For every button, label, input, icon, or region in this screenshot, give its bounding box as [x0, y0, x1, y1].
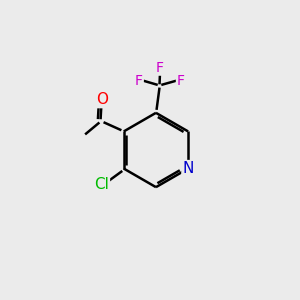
Text: F: F: [135, 74, 143, 88]
Text: N: N: [182, 161, 194, 176]
Text: F: F: [177, 74, 185, 88]
Text: O: O: [96, 92, 108, 107]
Text: F: F: [156, 61, 164, 75]
Text: Cl: Cl: [94, 177, 109, 192]
